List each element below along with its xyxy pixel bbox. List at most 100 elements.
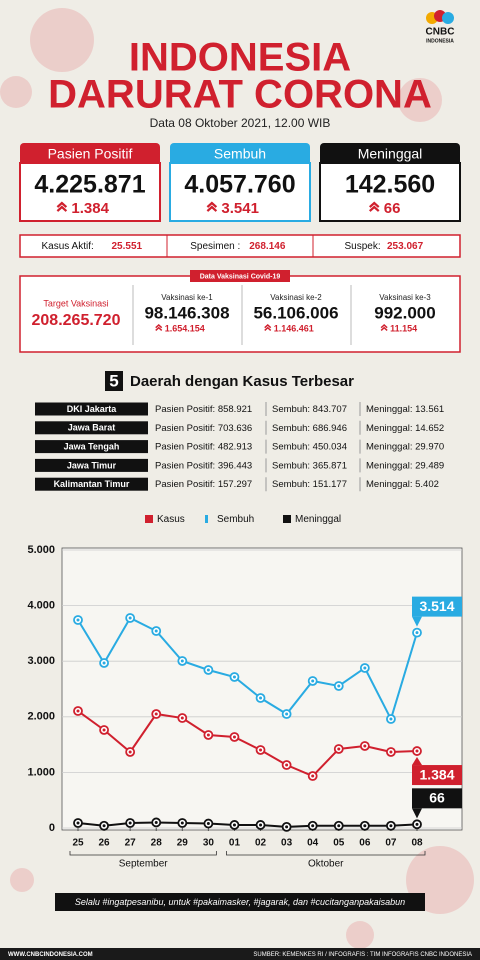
x-tick-label: 07 [385,838,397,849]
x-tick-label: 30 [203,838,215,849]
region-cell: Meninggal: 29.970 [366,442,444,453]
legend-label: Meninggal [295,514,341,525]
data-point-core [128,616,132,620]
data-label: 1.384 [419,766,454,782]
card-header [20,143,160,167]
card-body [19,162,161,222]
vaccine-title: Data Vaksinasi Covid-19 [200,273,281,280]
data-point-core [311,774,315,778]
dose-delta: 11.154 [390,323,417,333]
dose-value: 992.000 [374,303,435,322]
legend-swatch [145,515,153,523]
callout-pointer [412,808,422,819]
card-label: Pasien Positif [48,146,133,162]
data-point-core [415,749,419,753]
logo-sub: INDONESIA [426,38,454,44]
vaccine-tab [190,270,290,282]
region-name: Jawa Barat [68,423,116,433]
month-bracket [226,851,426,856]
x-tick-label: 03 [281,838,293,849]
summary-label: Spesimen : [190,241,240,252]
up-icon [155,326,163,331]
line-chart: 0 1.000 2.000 3.000 4.000 5.000 25 26 27 28 29 30 01… [27,544,462,870]
y-tick-label: 5.000 [27,544,55,556]
data-point-core [285,825,289,829]
region-cell: Meninggal: 29.489 [366,460,444,471]
data-point-core [102,728,106,732]
region-name-box [35,402,148,416]
up-icon [206,201,218,208]
number-box [105,371,123,391]
data-point-core [415,631,419,635]
callout-pointer [412,616,422,627]
card-label: Meninggal [358,146,423,162]
month-label: September [119,859,169,870]
plot-area [61,547,463,831]
region-cell: Pasien Positif: 157.297 [155,479,252,490]
callout-box [412,788,462,809]
data-point-core [76,618,80,622]
callout-box [412,765,462,786]
region-cell: Sembuh: 151.177 [272,479,347,490]
data-point-core [128,821,132,825]
up-icon [368,201,380,208]
month-bracket [69,851,217,856]
region-name: Kalimantan Timur [54,479,130,489]
data-point-core [415,822,419,826]
region-name-box [35,440,148,454]
dose-label: Vaksinasi ke-2 [270,293,322,302]
region-cell: Meninggal: 13.561 [366,404,444,415]
data-point-core [337,747,341,751]
data-point-core [259,823,263,827]
data-point-core [232,735,236,739]
region-cell: Meninggal: 5.402 [366,479,439,490]
data-label: 66 [429,790,445,806]
title-line-2: DARURAT CORONA [48,73,432,117]
y-tick-label: 3.000 [27,655,55,667]
legend-swatch [205,515,208,523]
data-point-core [154,629,158,633]
data-point-core [154,712,158,716]
region-name-box [35,458,148,472]
up-icon [380,326,388,331]
x-tick-label: 04 [307,838,319,849]
region-title: Daerah dengan Kasus Terbesar [130,373,354,390]
region-cell: Pasien Positif: 482.913 [155,442,252,453]
data-point-core [206,733,210,737]
x-tick-label: 06 [359,838,371,849]
vaccine-box [19,275,461,353]
region-count: 5 [109,371,118,390]
summary-label: Kasus Aktif: [42,241,94,252]
data-point-core [76,821,80,825]
up-icon [56,205,68,212]
region-cell: Sembuh: 450.034 [272,442,347,453]
data-point-core [389,824,393,828]
card-header [320,143,460,167]
up-icon [264,323,272,329]
x-tick-label: 29 [177,838,189,849]
data-point-core [311,824,315,828]
dose-label: Vaksinasi ke-1 [161,293,213,302]
data-point-core [337,684,341,688]
data-point-core [389,750,393,754]
x-tick-label: 08 [411,838,423,849]
data-point-core [285,763,289,767]
dose-value: 98.146.308 [144,303,229,322]
y-tick-label: 2.000 [27,711,55,723]
dose-delta: 1.146.461 [274,323,314,333]
data-point-core [180,659,184,663]
data-point-core [259,748,263,752]
callout-box [412,596,462,617]
region-name: DKI Jakarta [67,404,118,414]
logo-text: CNBC [426,27,455,38]
data-point-core [232,823,236,827]
data-point-core [389,717,393,721]
y-tick-label: 4.000 [27,600,55,612]
callout-pointer [412,757,422,766]
x-tick-label: 02 [255,838,267,849]
up-icon [56,201,68,208]
data-label: 3.514 [419,598,454,614]
month-label: Oktober [308,859,344,870]
